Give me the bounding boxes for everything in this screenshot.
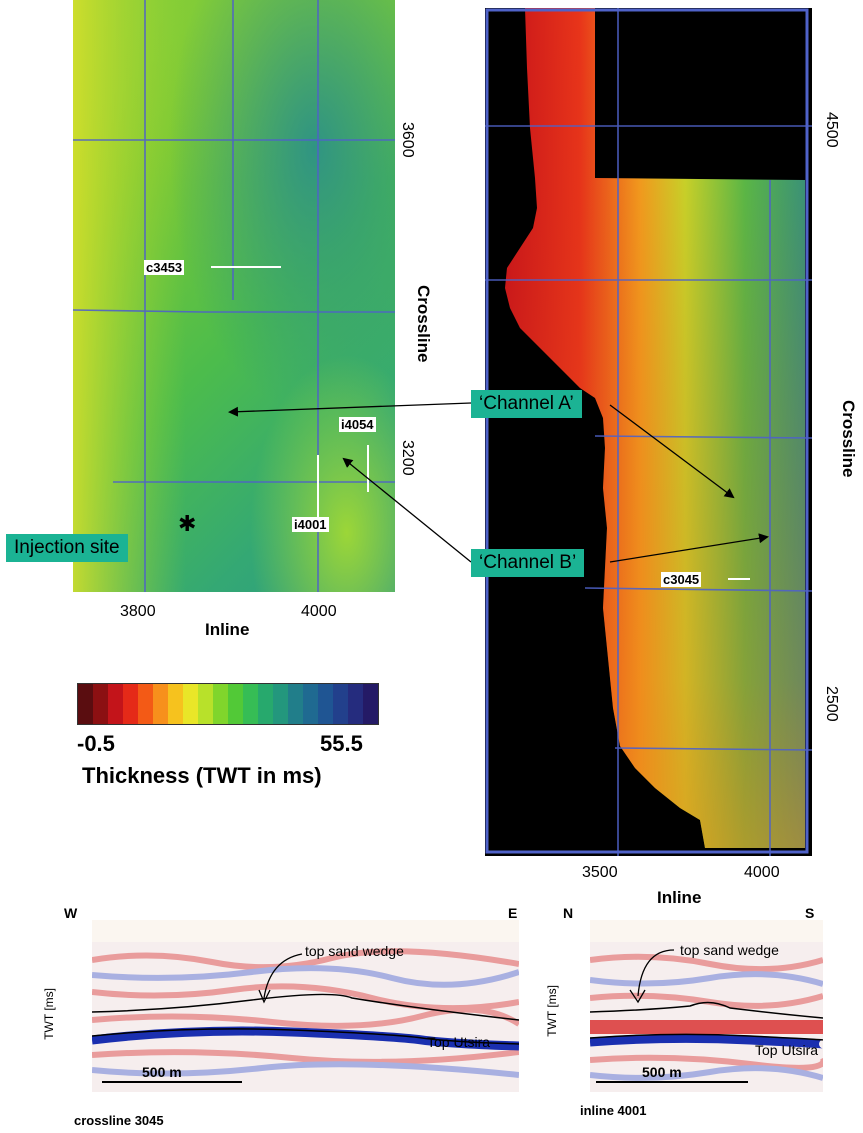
left-thickness-map (73, 0, 395, 592)
colorbar-swatch (303, 684, 318, 724)
left-y-tick-3200: 3200 (399, 440, 416, 476)
label-c3045: c3045 (661, 572, 702, 587)
injection-site-marker-icon: ✱ (178, 511, 197, 536)
colorbar-swatch (153, 684, 168, 724)
channel-a-label: ‘Channel A’ (471, 390, 582, 418)
colorbar-swatch (213, 684, 228, 724)
right-thickness-map (485, 8, 812, 856)
colorbar-swatch (258, 684, 273, 724)
left-map-overlay (73, 0, 395, 592)
right-x-axis-label: Inline (657, 888, 702, 907)
colorbar-swatch (348, 684, 363, 724)
label-i4054: i4054 (339, 417, 376, 432)
colorbar-swatch (273, 684, 288, 724)
right-x-tick-4000: 4000 (744, 864, 780, 881)
colorbar-swatch (123, 684, 138, 724)
section-n-right-end: S (805, 905, 815, 921)
colorbar-title: Thickness (TWT in ms) (82, 763, 322, 788)
section-n-top-sand-label: top sand wedge (680, 942, 779, 958)
colorbar-swatch (78, 684, 93, 724)
left-x-axis-label: Inline (205, 620, 250, 639)
colorbar-swatch (198, 684, 213, 724)
section-w-caption: crossline 3045 (74, 1113, 164, 1128)
colorbar-swatch (183, 684, 198, 724)
seismic-section-inline (590, 920, 823, 1092)
section-n-caption: inline 4001 (580, 1103, 647, 1118)
left-y-axis-label: Crossline (414, 285, 433, 363)
section-n-y-axis: TWT [ms] (545, 985, 559, 1037)
section-w-left-end: W (64, 905, 78, 921)
colorbar-swatch (138, 684, 153, 724)
right-y-axis-label: Crossline (839, 400, 858, 478)
section-w-right-end: E (508, 905, 518, 921)
right-map-image (485, 8, 812, 856)
injection-site-label: Injection site (6, 534, 128, 562)
seismic-section-crossline (92, 920, 519, 1092)
colorbar-min-label: -0.5 (77, 731, 115, 756)
colorbar-swatch (318, 684, 333, 724)
colorbar-swatch (333, 684, 348, 724)
colorbar-swatch (168, 684, 183, 724)
section-n-image (590, 920, 823, 1083)
section-w-utsira-label: Top Utsira (427, 1034, 491, 1050)
label-c3453: c3453 (144, 260, 185, 275)
section-w-scale-label: 500 m (142, 1064, 182, 1080)
section-n-scale-label: 500 m (642, 1064, 682, 1080)
section-w-top-sand-label: top sand wedge (305, 943, 404, 959)
right-x-tick-3500: 3500 (582, 864, 618, 881)
thickness-colorbar (77, 683, 379, 725)
right-y-tick-4500: 4500 (823, 112, 840, 148)
colorbar-swatch (363, 684, 378, 724)
colorbar-swatch (93, 684, 108, 724)
colorbar-swatch (243, 684, 258, 724)
colorbar-swatch (108, 684, 123, 724)
section-n-utsira-label: Top Utsira (755, 1042, 819, 1058)
left-y-tick-3600: 3600 (399, 122, 416, 158)
label-i4001: i4001 (292, 517, 329, 532)
section-n-left-end: N (563, 905, 574, 921)
right-y-tick-2500: 2500 (823, 686, 840, 722)
channel-b-label: ‘Channel B’ (471, 549, 585, 577)
left-x-tick-3800: 3800 (120, 603, 156, 620)
section-w-image (92, 920, 519, 1083)
section-w-y-axis: TWT [ms] (42, 988, 56, 1040)
colorbar-swatch (288, 684, 303, 724)
left-x-tick-4000: 4000 (301, 603, 337, 620)
colorbar-max-label: 55.5 (320, 731, 363, 756)
colorbar-swatch (228, 684, 243, 724)
